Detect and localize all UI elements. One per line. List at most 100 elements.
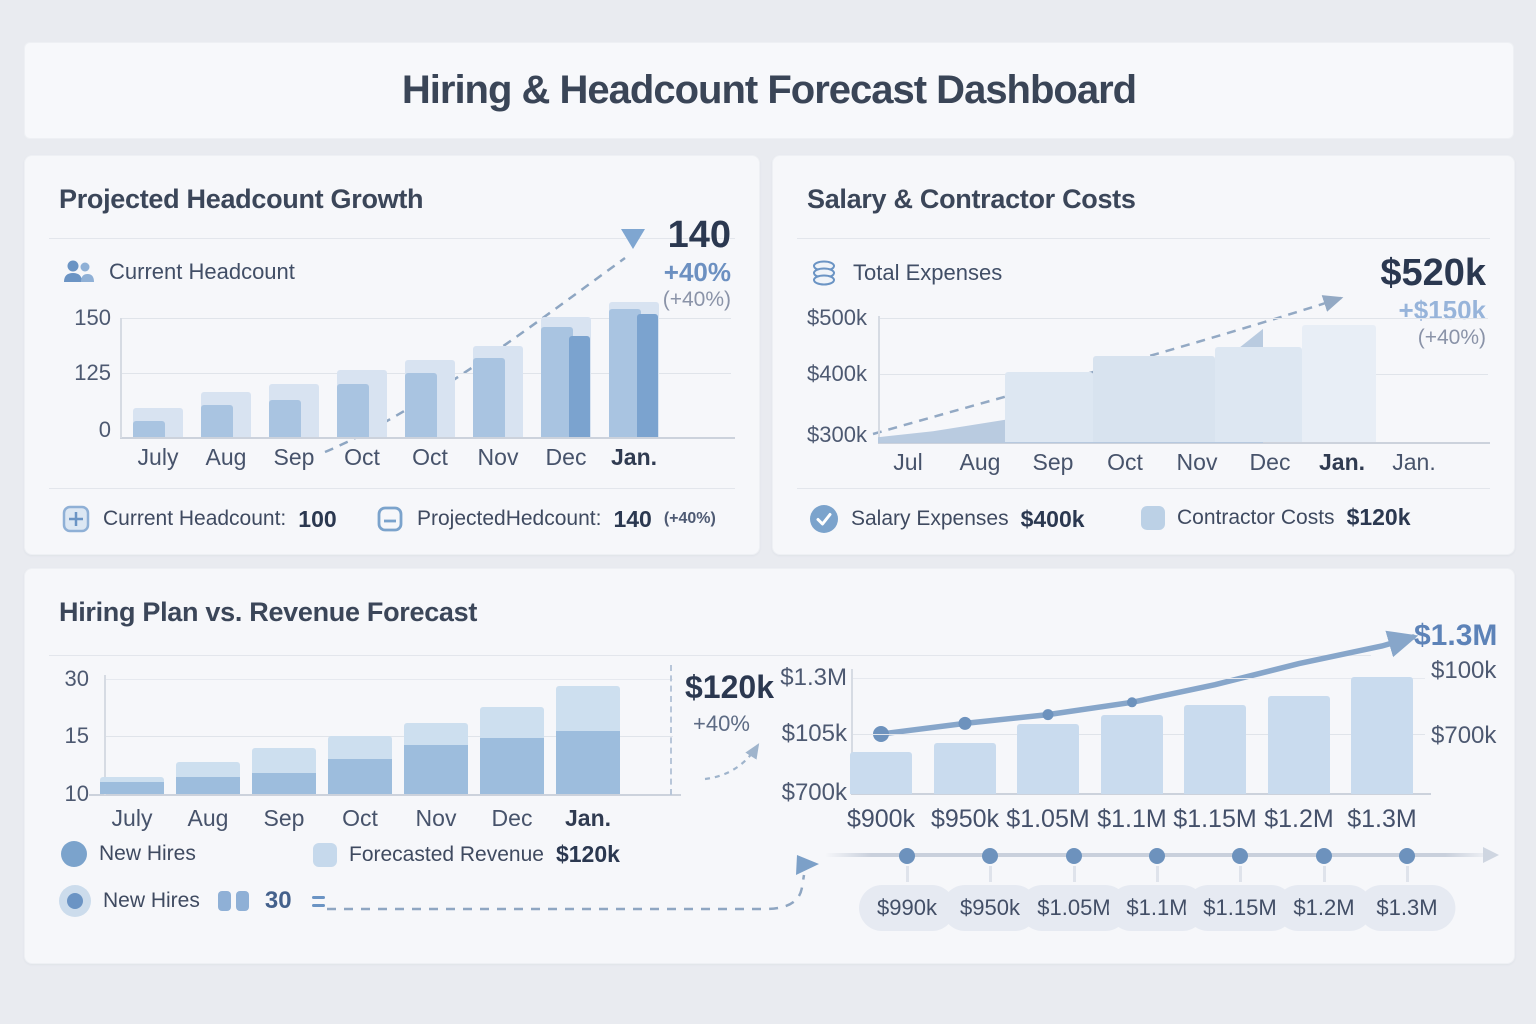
current-bar bbox=[337, 384, 369, 437]
y-axis-label: $500k bbox=[807, 305, 867, 330]
x-axis-label: Jan. bbox=[1318, 449, 1366, 475]
x-axis-label: Nov bbox=[477, 444, 519, 470]
legend-value: 140 bbox=[613, 505, 652, 532]
people-icon bbox=[64, 260, 94, 282]
new-hires-bar bbox=[100, 782, 164, 794]
legend-label: New Hires bbox=[99, 842, 196, 865]
x-axis-label: Aug bbox=[205, 444, 247, 470]
coins-icon bbox=[813, 260, 835, 286]
timeline-dot bbox=[899, 848, 915, 864]
x-axis-label: Aug bbox=[187, 805, 229, 831]
x-axis-label: Dec bbox=[491, 805, 533, 831]
y-axis-line bbox=[878, 316, 880, 443]
y-axis-label: $400k bbox=[807, 361, 867, 386]
legend-new-hires: New Hires bbox=[61, 841, 196, 867]
timeline-value-bubble: $1.3M bbox=[1358, 885, 1456, 931]
x-axis-label: Sep bbox=[273, 444, 315, 470]
legend-value: $400k bbox=[1020, 505, 1085, 532]
hiring-plan-chart: July Aug Sep Oct Nov Dec Jan. 30 15 10 bbox=[25, 665, 815, 845]
stat-value: 140 bbox=[667, 214, 731, 256]
x-axis-label: Sep bbox=[263, 805, 305, 831]
metric-label: Total Expenses bbox=[853, 260, 1003, 285]
current-bar bbox=[609, 309, 641, 437]
y-axis-label: $105k bbox=[781, 720, 847, 747]
x-axis-line bbox=[120, 437, 735, 439]
divider bbox=[49, 655, 1371, 656]
y-axis-label: 0 bbox=[98, 417, 111, 442]
y-axis-line bbox=[851, 669, 853, 793]
legend-forecasted-revenue: Forecasted Revenue $120k bbox=[313, 841, 620, 868]
current-inner-bar bbox=[637, 314, 658, 437]
x-axis-label: Aug bbox=[959, 449, 1001, 475]
trend-point bbox=[958, 716, 972, 730]
timeline-dot bbox=[1316, 848, 1332, 864]
y-axis-label: 10 bbox=[64, 781, 89, 806]
timeline-stem bbox=[989, 866, 992, 882]
current-bar bbox=[201, 405, 233, 437]
x-axis-label: July bbox=[111, 805, 153, 831]
x-axis-label: $1.3M bbox=[1347, 805, 1417, 833]
metric-row: Total Expenses bbox=[809, 258, 1002, 288]
header-bar: Hiring & Headcount Forecast Dashboard bbox=[24, 42, 1514, 139]
timeline-dot bbox=[982, 848, 998, 864]
divider bbox=[49, 238, 735, 239]
hiring-annotation-value: $120k bbox=[685, 669, 774, 705]
legend-timeline-connector bbox=[327, 874, 806, 911]
current-inner-bar bbox=[569, 336, 590, 437]
metric-row: Current Headcount bbox=[61, 258, 295, 286]
timeline-stem bbox=[1239, 866, 1242, 882]
x-axis-label: $1.05M bbox=[1006, 805, 1090, 833]
panel-title: Salary & Contractor Costs bbox=[807, 184, 1136, 214]
x-axis-label: Nov bbox=[1176, 449, 1218, 475]
x-axis-label: Sep bbox=[1032, 449, 1074, 475]
revenue-bar bbox=[1268, 696, 1330, 794]
trend-point bbox=[1127, 697, 1137, 708]
new-hires-bar bbox=[252, 773, 316, 794]
hiring-annotation-change: +40% bbox=[693, 711, 750, 736]
legend-label: ProjectedHedcount: bbox=[417, 507, 602, 530]
y-axis-label: $1.3M bbox=[780, 664, 847, 691]
legend-note: (+40%) bbox=[663, 510, 716, 527]
new-hires-bar bbox=[176, 777, 240, 794]
x-axis-label: Oct bbox=[1107, 449, 1143, 475]
legend-projected-headcount: ProjectedHedcount: 140 (+40%) bbox=[375, 504, 716, 534]
headcount-panel: Projected Headcount Growth Current Headc… bbox=[24, 155, 760, 555]
legend-label: Contractor Costs bbox=[1177, 505, 1335, 529]
headcount-chart: July Aug Sep Oct Oct Nov Dec Jan. 150 125 0 bbox=[25, 296, 759, 471]
gridline bbox=[120, 318, 731, 319]
equals-icon bbox=[311, 895, 325, 907]
legend-label: Forecasted Revenue bbox=[349, 842, 544, 866]
stat-block: 140 +40% (+40%) bbox=[663, 214, 731, 312]
x-axis-label: $1.15M bbox=[1173, 805, 1257, 833]
y-axis-line bbox=[120, 318, 122, 438]
page-title: Hiring & Headcount Forecast Dashboard bbox=[401, 68, 1137, 112]
x-axis-label: Jan. bbox=[564, 805, 612, 831]
y-axis-label: $100k bbox=[1431, 657, 1497, 684]
metric-label: Current Headcount bbox=[109, 259, 295, 284]
timeline-dot bbox=[1232, 848, 1248, 864]
y-axis-label: $300k bbox=[807, 422, 867, 447]
stat-value: $520k bbox=[1380, 252, 1486, 294]
new-hires-bar bbox=[480, 738, 544, 794]
timeline-stem bbox=[1323, 866, 1326, 882]
timeline-dot bbox=[1399, 848, 1415, 864]
legend-new-hires-target: New Hires 30 bbox=[59, 885, 325, 917]
timeline-stem bbox=[1156, 866, 1159, 882]
y-axis-label: $700k bbox=[781, 779, 847, 806]
y-axis-label: $700k bbox=[1431, 722, 1497, 749]
x-axis-label: $900k bbox=[846, 805, 916, 833]
timeline-value-bubble: $1.05M bbox=[1019, 885, 1129, 931]
timeline-value-bubble: $990k bbox=[859, 885, 955, 931]
x-axis-label: Oct bbox=[344, 444, 380, 470]
divider bbox=[797, 238, 1490, 239]
timeline-dot bbox=[1066, 848, 1082, 864]
costs-panel: Salary & Contractor Costs Total Expenses… bbox=[772, 155, 1515, 555]
y-axis-label: 15 bbox=[64, 723, 89, 748]
x-axis-label: Jan. bbox=[1392, 449, 1436, 475]
table-icon bbox=[62, 505, 90, 533]
hiring-revenue-panel: Hiring Plan vs. Revenue Forecast July Aug… bbox=[24, 568, 1515, 964]
x-axis-line bbox=[89, 794, 681, 796]
timeline-stem bbox=[1073, 866, 1076, 882]
y-axis-label: 125 bbox=[74, 360, 111, 385]
